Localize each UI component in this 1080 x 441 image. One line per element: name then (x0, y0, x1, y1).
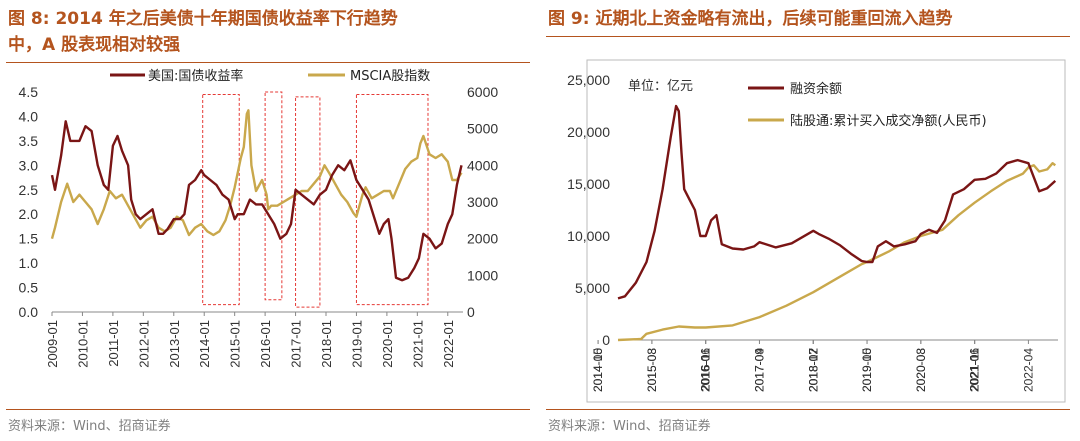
legend-label-margin: 融资余额 (790, 81, 842, 97)
x-tick-label: 2022-04 (1021, 348, 1035, 392)
x-tick-label: 2018-02 (806, 348, 820, 392)
y-left-tick-label: 4.0 (19, 108, 39, 124)
figure8-title-rule (6, 62, 530, 63)
y-right-tick-label: 5000 (467, 121, 498, 137)
figure9-source: 资料来源：Wind、招商证券 (548, 419, 711, 434)
figure9-title-rule (546, 36, 1070, 37)
x-tick-label: 2019-05 (860, 348, 874, 392)
y-tick-label: 15,000 (567, 176, 610, 192)
y-right-tick-label: 6000 (467, 84, 498, 100)
figure8-title-line1: 图 8: 2014 年之后美债十年期国债收益率下行趋势 (8, 9, 398, 29)
legend-label-treasury: 美国:国债收益率 (148, 68, 243, 84)
x-tick-label: 2013-01 (167, 320, 182, 368)
x-tick-label: 2017-01 (289, 320, 304, 368)
figure9-panel: 图 9: 近期北上资金略有流出，后续可能重回流入趋势 0 5,000 10,000 1… (540, 0, 1080, 441)
x-tick-label: 2016-06 (699, 348, 713, 392)
figure8-panel: 图 8: 2014 年之后美债十年期国债收益率下行趋势 中，A 股表现相对较强 … (6, 6, 530, 434)
y-left-tick-label: 0.0 (19, 304, 39, 320)
x-tick-label: 2010-01 (75, 320, 90, 368)
y-left-tick-label: 3.0 (19, 157, 39, 173)
series-line-msci (50, 109, 463, 240)
x-tick-label: 2021-01 (410, 320, 425, 368)
x-tick-label: 2009-01 (45, 320, 60, 368)
series-line-treasury (50, 120, 463, 282)
y-left-tick-label: 1.5 (19, 231, 39, 247)
x-tick-label: 2021-06 (968, 348, 982, 392)
legend-label-msci: MSCIA股指数 (350, 69, 430, 84)
figure8-title-line2: 中，A 股表现相对较强 (8, 35, 181, 55)
y-left-tick-label: 3.5 (19, 133, 39, 149)
y-tick-label: 5,000 (575, 280, 610, 296)
x-tick-label: 2021-11 (968, 348, 982, 391)
x-tick-label: 2011-01 (106, 320, 121, 367)
highlight-box (202, 93, 240, 306)
highlight-box (264, 91, 283, 301)
x-tick-label: 2015-08 (645, 348, 659, 392)
x-tick-label: 2016-01 (258, 320, 273, 368)
y-right-tick-label: 4000 (467, 157, 498, 173)
y-right-tick-label: 3000 (467, 194, 498, 210)
y-tick-label: 20,000 (567, 124, 610, 140)
x-tick-label: 2018-01 (319, 320, 334, 368)
x-tick-label: 2022-01 (441, 320, 456, 368)
highlight-box (295, 96, 321, 308)
x-tick-label: 2012-01 (136, 320, 151, 368)
unit-note: 单位：亿元 (628, 79, 693, 94)
y-left-tick-label: 4.5 (19, 84, 39, 100)
x-tick-label: 2014-01 (197, 320, 212, 368)
x-tick-label: 2014-10 (591, 348, 605, 392)
figure8-legend: 美国:国债收益率 MSCIA股指数 (110, 68, 430, 84)
x-tick-label: 2019-10 (860, 348, 874, 392)
figure8-chart: 0.0 0.5 1.0 1.5 2.0 2.5 3.0 3.5 4.0 4.5 0 1000 2000 3… (19, 68, 499, 368)
y-tick-label: 10,000 (567, 228, 610, 244)
y-left-tick-label: 1.0 (19, 255, 39, 271)
x-tick-label: 2015-01 (228, 320, 243, 368)
y-tick-label: 0 (602, 332, 610, 348)
figure8-source: 资料来源：Wind、招商证券 (8, 419, 171, 434)
x-tick-label: 2014-05 (591, 348, 605, 392)
x-tick-label: 2017-09 (752, 348, 766, 392)
x-tick-label: 2020-01 (380, 320, 395, 368)
x-tick-label: 2018-12 (806, 348, 820, 392)
x-tick-label: 2018-07 (806, 348, 820, 392)
y-left-tick-label: 2.5 (19, 182, 39, 198)
figure9-source-rule (546, 409, 1070, 410)
y-right-tick-label: 2000 (467, 231, 498, 247)
highlight-box (355, 93, 429, 306)
y-tick-label: 25,000 (567, 72, 610, 88)
x-tick-label: 2016-01 (699, 348, 713, 392)
x-tick-label: 2016-11 (699, 348, 713, 391)
x-tick-label: 2020-03 (914, 348, 928, 392)
figure8-title: 图 8: 2014 年之后美债十年期国债收益率下行趋势 中，A 股表现相对较强 (8, 6, 528, 58)
y-right-tick-label: 0 (467, 304, 475, 320)
figure9-plot-border (586, 59, 1066, 403)
y-left-tick-label: 0.5 (19, 280, 39, 296)
y-left-tick-label: 2.0 (19, 206, 39, 222)
x-tick-label: 2020-08 (914, 348, 928, 392)
x-tick-label: 2021-01 (968, 348, 982, 392)
figure9-title: 图 9: 近期北上资金略有流出，后续可能重回流入趋势 (548, 6, 1068, 32)
figure9-title-line: 图 9: 近期北上资金略有流出，后续可能重回流入趋势 (548, 9, 953, 29)
figure9-chart: 05,00010,00015,00020,00025,0002014-05201… (567, 59, 1066, 403)
figure8-source-rule (6, 409, 530, 410)
legend-label-northbound: 陆股通:累计买入成交净额(人民币) (790, 113, 987, 129)
x-tick-label: 2019-01 (349, 320, 364, 368)
series-line-margin (617, 104, 1057, 300)
x-tick-label: 2017-04 (752, 348, 766, 392)
y-right-tick-label: 1000 (467, 267, 498, 283)
x-tick-label: 2015-03 (645, 348, 659, 392)
